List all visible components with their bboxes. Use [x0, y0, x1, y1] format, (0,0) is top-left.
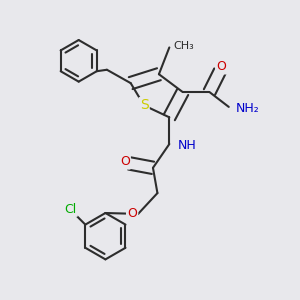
- Text: S: S: [140, 98, 148, 112]
- Text: O: O: [216, 60, 226, 73]
- Text: NH: NH: [178, 139, 197, 152]
- Text: O: O: [127, 207, 137, 220]
- Text: CH₃: CH₃: [174, 41, 194, 51]
- Text: Cl: Cl: [64, 202, 76, 216]
- Text: O: O: [120, 155, 130, 168]
- Text: NH₂: NH₂: [236, 102, 260, 115]
